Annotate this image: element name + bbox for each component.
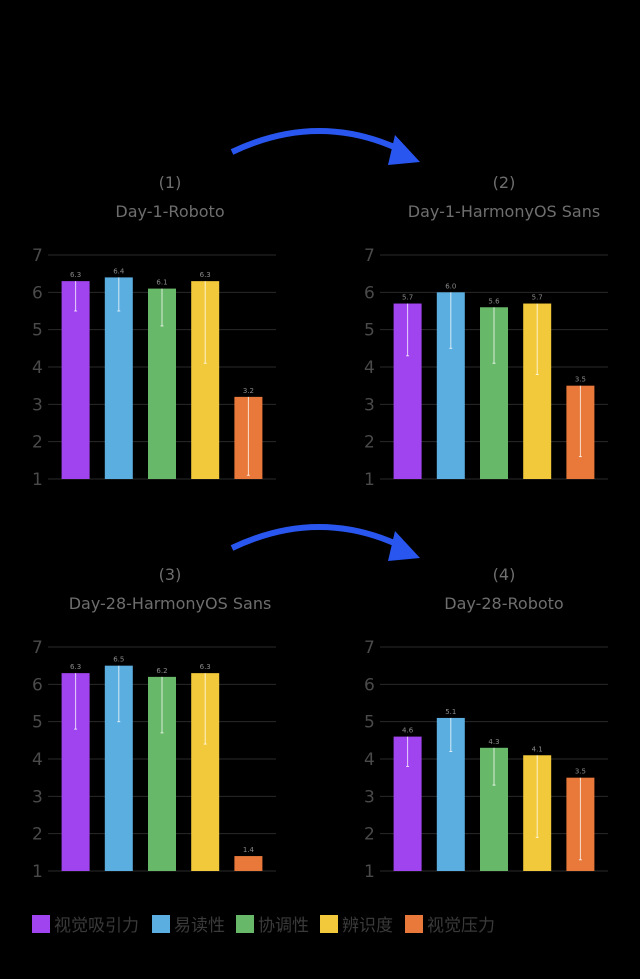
data-label: 1.4 xyxy=(243,846,255,854)
y-tick-label: 3 xyxy=(32,395,43,415)
data-label: 5.6 xyxy=(488,297,500,305)
y-tick-label: 4 xyxy=(32,750,43,770)
y-tick-label: 4 xyxy=(364,358,375,378)
y-tick-label: 3 xyxy=(32,787,43,807)
bar xyxy=(234,856,263,871)
data-label: 4.1 xyxy=(532,745,543,753)
y-tick-label: 7 xyxy=(32,638,43,658)
y-tick-label: 1 xyxy=(364,470,375,490)
data-label: 3.5 xyxy=(575,376,586,384)
legend-label: 辨识度 xyxy=(342,916,393,936)
legend-swatch xyxy=(32,915,50,933)
transition-arrow-top xyxy=(230,128,420,165)
y-tick-label: 7 xyxy=(364,246,375,266)
legend-label: 易读性 xyxy=(174,916,225,936)
y-tick-label: 2 xyxy=(364,825,375,845)
data-label: 6.3 xyxy=(200,663,211,671)
y-tick-label: 5 xyxy=(364,321,375,341)
y-tick-label: 1 xyxy=(364,862,375,882)
legend-label: 协调性 xyxy=(258,916,309,936)
y-tick-label: 7 xyxy=(364,638,375,658)
y-tick-label: 2 xyxy=(32,433,43,453)
y-tick-label: 2 xyxy=(32,825,43,845)
chart-number: (2) xyxy=(493,173,516,192)
chart-title: Day-28-HarmonyOS Sans xyxy=(69,594,272,613)
legend-swatch xyxy=(405,915,423,933)
y-tick-label: 5 xyxy=(32,321,43,341)
chart-number: (3) xyxy=(159,565,182,584)
legend-item: 视觉吸引力 xyxy=(32,915,139,936)
legend-swatch xyxy=(236,915,254,933)
chart-number: (4) xyxy=(493,565,516,584)
bar-chart-3: (3) Day-28-HarmonyOS Sans 1 2 3 4 5 6 7 6.3 6.5 6.2… xyxy=(32,565,276,882)
y-tick-label: 6 xyxy=(364,675,375,695)
data-label: 6.3 xyxy=(70,663,81,671)
legend-label: 视觉压力 xyxy=(427,916,495,936)
legend: 视觉吸引力 易读性 协调性 辨识度 视觉压力 xyxy=(32,915,495,936)
bar-chart-2: (2) Day-1-HarmonyOS Sans 1 2 3 4 5 6 7 5.7 6.0 5.6 5… xyxy=(364,173,608,490)
bar xyxy=(61,281,90,479)
data-label: 4.3 xyxy=(488,738,499,746)
y-tick-label: 5 xyxy=(364,713,375,733)
y-tick-label: 7 xyxy=(32,246,43,266)
data-label: 6.2 xyxy=(156,667,167,675)
y-tick-label: 1 xyxy=(32,470,43,490)
y-tick-label: 6 xyxy=(364,283,375,303)
legend-swatch xyxy=(152,915,170,933)
legend-label: 视觉吸引力 xyxy=(54,916,139,936)
data-label: 6.3 xyxy=(70,271,81,279)
y-tick-label: 1 xyxy=(32,862,43,882)
data-label: 3.2 xyxy=(243,387,254,395)
data-label: 3.5 xyxy=(575,768,586,776)
legend-item: 辨识度 xyxy=(320,915,393,936)
data-label: 4.6 xyxy=(402,727,414,735)
data-label: 5.1 xyxy=(445,708,456,716)
legend-item: 视觉压力 xyxy=(405,915,495,936)
bar-chart-4: (4) Day-28-Roboto 1 2 3 4 5 6 7 4.6 5.1 4.3 4.1 3.5 xyxy=(364,565,608,882)
legend-item: 协调性 xyxy=(236,915,309,936)
data-label: 6.1 xyxy=(156,279,167,287)
y-tick-label: 3 xyxy=(364,787,375,807)
y-tick-label: 5 xyxy=(32,713,43,733)
data-label: 6.3 xyxy=(200,271,211,279)
y-tick-label: 4 xyxy=(32,358,43,378)
chart-number: (1) xyxy=(159,173,182,192)
chart-title: Day-1-Roboto xyxy=(115,202,224,221)
legend-swatch xyxy=(320,915,338,933)
chart-title: Day-1-HarmonyOS Sans xyxy=(408,202,600,221)
bar-chart-1: (1) Day-1-Roboto 1 2 3 4 5 6 7 6.3 6.4 6.1 6.3 3.2 xyxy=(32,173,276,490)
data-label: 6.5 xyxy=(113,656,124,664)
y-tick-label: 4 xyxy=(364,750,375,770)
data-label: 6.0 xyxy=(445,282,456,290)
chart-title: Day-28-Roboto xyxy=(444,594,563,613)
data-label: 5.7 xyxy=(532,294,543,302)
y-tick-label: 2 xyxy=(364,433,375,453)
data-label: 5.7 xyxy=(402,294,413,302)
transition-arrow-bottom xyxy=(230,524,420,561)
y-tick-label: 6 xyxy=(32,675,43,695)
legend-item: 易读性 xyxy=(152,915,225,936)
y-tick-label: 3 xyxy=(364,395,375,415)
y-tick-label: 6 xyxy=(32,283,43,303)
data-label: 6.4 xyxy=(113,267,125,275)
